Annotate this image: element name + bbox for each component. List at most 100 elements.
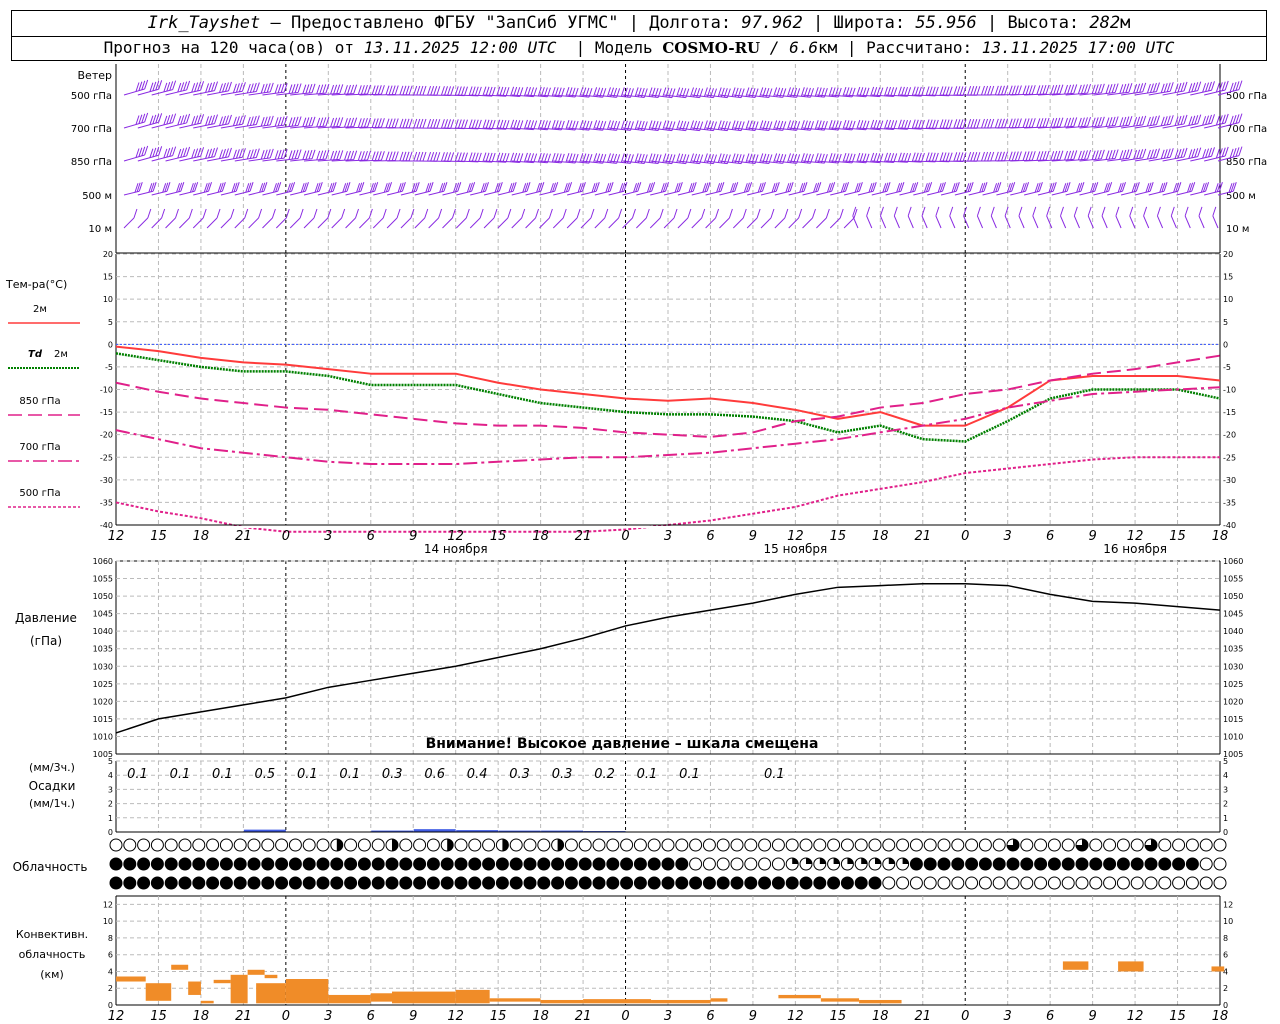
wind-barb-flag [222, 82, 226, 93]
wind-barb-flag [457, 119, 462, 129]
wind-barb-flag [214, 114, 219, 124]
wind-barb-staff [940, 190, 957, 196]
wind-barb-flag [1108, 150, 1113, 160]
wind-barb-flag [607, 153, 611, 163]
cloud-cover-symbol [440, 857, 454, 871]
wind-barb-staff [954, 190, 971, 196]
wind-barb-flag [510, 182, 515, 192]
pressure-unit: (гПа) [30, 634, 62, 648]
wind-barb-flag [260, 150, 265, 160]
wind-barb-staff [206, 217, 218, 229]
convective-ytick-left: 6 [108, 951, 113, 960]
wind-barb-flag [925, 86, 930, 96]
wind-barb-staff [248, 91, 271, 96]
wind-barb-flag [1025, 118, 1030, 128]
convective-cloud-bar [1118, 961, 1144, 972]
wind-barb-flag [1183, 147, 1188, 158]
wind-barb-staff [1107, 190, 1123, 196]
cloud-cover-symbol [744, 857, 758, 871]
wind-barb-flag [499, 119, 504, 130]
wind-barb-flag [177, 82, 182, 93]
provider-text: Предоставлено ФГБУ "ЗапСиб УГМС" [290, 13, 619, 33]
wind-barb-flag [856, 152, 861, 163]
model-name: COSMO-RU [662, 39, 761, 57]
precip-ytick-left: 2 [108, 800, 113, 809]
wind-barb-flag [1122, 83, 1127, 94]
cloud-cover-symbol [192, 838, 206, 852]
wind-barb-staff [165, 217, 176, 229]
wind-barb-flag [955, 182, 960, 192]
wind-barb-staff [608, 217, 619, 229]
wind-barb-flag [1014, 151, 1019, 161]
wind-barb-flag [294, 149, 299, 159]
temp-series-line [115, 345, 1221, 427]
wind-barb-flag [304, 182, 309, 192]
wind-barb-flag [1166, 115, 1171, 125]
wind-barb-staff [1170, 215, 1177, 229]
wind-barb-flag [166, 81, 171, 92]
wind-barb-staff [1217, 122, 1240, 129]
convective-unit: (км) [40, 968, 64, 981]
wind-barb-flag [408, 85, 413, 95]
wind-barb-staff [816, 127, 839, 131]
wind-barb-flag [1194, 148, 1199, 158]
cloud-cover-symbol [495, 857, 509, 871]
wind-barb-flag [231, 183, 236, 193]
wind-barb-flag [172, 80, 177, 90]
temp-series-line [115, 456, 1220, 533]
wind-barb-flag [341, 208, 346, 219]
wind-barb-flag [942, 119, 947, 129]
wind-barb-flag [1188, 149, 1193, 159]
pressure-ytick-left: 1045 [93, 610, 113, 619]
wind-barb-flag [330, 150, 335, 161]
cloud-cover-symbol [233, 838, 247, 852]
precip-bar [541, 830, 584, 832]
cloud-cover-symbol [620, 876, 634, 890]
wind-barb-staff [137, 88, 159, 96]
wind-barb-staff [608, 127, 631, 131]
wind-barb-staff [1093, 125, 1116, 129]
wind-barb-flag [516, 153, 521, 163]
wind-barb-flag [967, 85, 972, 96]
wind-barb-flag [152, 147, 157, 158]
wind-barb-flag [890, 87, 895, 97]
temp-ytick-left: 15 [103, 273, 113, 282]
wind-barb-staff [470, 160, 493, 163]
wind-barb-flag [391, 151, 396, 161]
cloud-cover-symbol [1116, 876, 1130, 890]
wind-barb-flag [280, 149, 285, 159]
wind-barb-flag [450, 152, 455, 162]
wind-barb-staff [165, 190, 181, 196]
wind-barb-flag [1238, 146, 1243, 156]
cloud-cover-symbol [1130, 838, 1144, 852]
wind-barb-flag [1028, 118, 1033, 128]
wind-barb-flag [1036, 151, 1041, 161]
wind-barb-flag [208, 148, 213, 158]
wind-barb-staff [525, 127, 548, 131]
wind-barb-flag [291, 182, 296, 192]
wind-barb-flag [1211, 147, 1215, 157]
wind-barb-flag [353, 84, 358, 94]
cloud-cover-symbol [923, 838, 937, 852]
wind-barb-flag [410, 208, 415, 219]
wind-barb-staff [553, 160, 576, 164]
wind-barb-flag [591, 183, 596, 193]
wind-barb-staff [774, 160, 797, 164]
wind-barb-flag [319, 150, 324, 160]
wind-barb-flag [1146, 83, 1151, 94]
wind-barb-flag [526, 182, 531, 192]
wind-barb-flag [815, 182, 820, 192]
wind-barb-flag [1202, 149, 1207, 159]
wind-barb-staff [880, 215, 887, 229]
precip-3h-amount: 0.1 [637, 767, 658, 782]
cloud-cover-symbol [1199, 857, 1213, 871]
wind-barb-staff [885, 160, 908, 163]
wind-barb-flag [731, 120, 736, 130]
wind-barb-flag [311, 149, 316, 159]
wind-barb-staff [802, 94, 825, 98]
wind-barb-flag [388, 182, 393, 192]
pressure-ytick-right: 1030 [1223, 662, 1243, 671]
wind-barb-flag [609, 182, 614, 192]
wind-barb-staff [317, 217, 329, 229]
wind-barb-staff [1065, 92, 1088, 96]
